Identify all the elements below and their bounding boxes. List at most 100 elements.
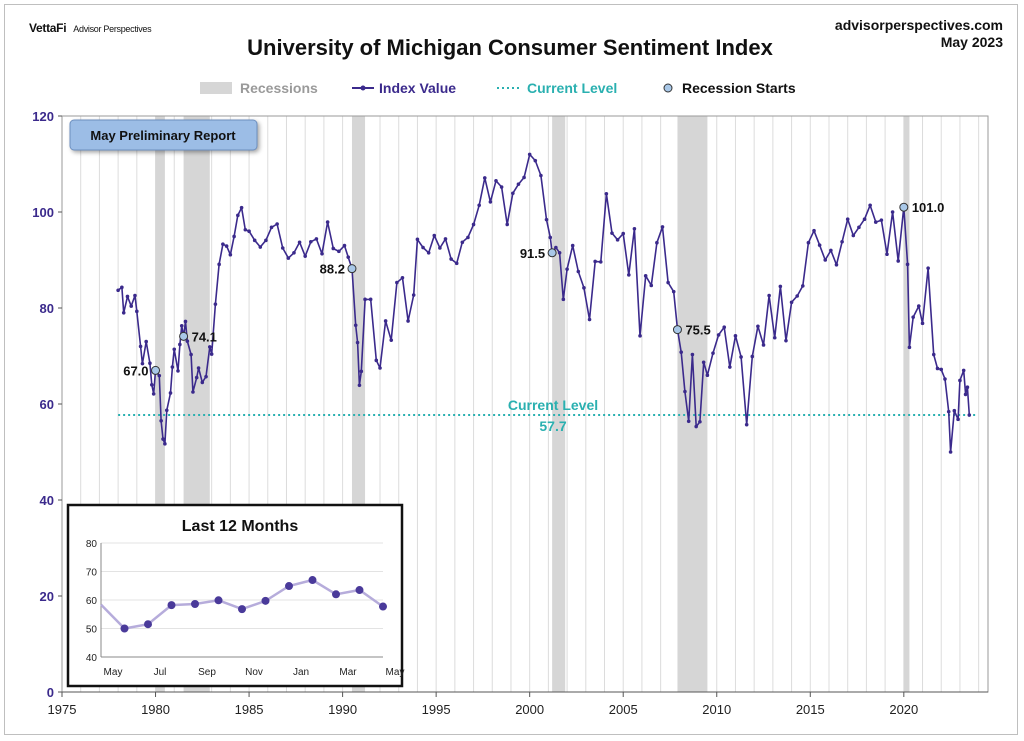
data-point	[750, 354, 755, 359]
data-point	[443, 237, 448, 241]
data-point	[494, 179, 498, 183]
data-point	[784, 338, 788, 343]
data-point	[482, 176, 487, 180]
data-point	[728, 365, 732, 369]
data-point	[189, 352, 193, 357]
data-point	[587, 317, 592, 322]
data-point	[939, 367, 944, 372]
data-point	[533, 158, 538, 163]
data-point	[129, 304, 134, 308]
data-point	[224, 244, 229, 248]
plot-area: 0 20 40 60 80 100 120 1975 1980 1985 1990 1995 2000 2…	[32, 109, 989, 717]
data-point	[121, 311, 126, 315]
data-point	[209, 352, 214, 356]
data-point	[378, 366, 382, 370]
data-point	[593, 259, 597, 264]
data-point	[744, 422, 749, 427]
data-point	[705, 373, 710, 378]
data-point	[649, 283, 654, 288]
data-point	[172, 347, 177, 352]
data-point	[943, 377, 947, 381]
data-point	[911, 315, 915, 319]
data-point	[931, 352, 936, 357]
data-point	[690, 352, 695, 357]
inset-data-point	[308, 576, 317, 585]
inset-data-point	[379, 602, 387, 611]
data-point	[561, 297, 566, 302]
recession-start-label: 67.0	[123, 363, 148, 378]
y-tick-label: 120	[32, 109, 54, 124]
data-point	[275, 222, 279, 226]
data-point	[438, 246, 442, 250]
inset-y-tick-label: 70	[86, 568, 98, 579]
data-point	[337, 249, 341, 254]
legend-swatch-index-dot	[360, 85, 366, 91]
x-tick-label: 2020	[889, 702, 918, 717]
data-point	[801, 284, 805, 288]
recession-start-label: 88.2	[320, 262, 345, 277]
recession-start-label: 74.1	[192, 329, 217, 344]
data-point	[834, 263, 839, 267]
data-point	[314, 237, 319, 241]
data-point	[722, 325, 727, 330]
data-point	[368, 297, 373, 302]
data-point	[516, 182, 521, 186]
data-point	[168, 391, 173, 395]
brand-logo-text: VettaFi	[29, 21, 67, 35]
data-point	[548, 235, 553, 240]
x-tick-label: 2010	[702, 702, 731, 717]
legend-label: Current Level	[527, 80, 617, 96]
data-point	[415, 237, 420, 242]
data-point	[615, 238, 620, 242]
data-point	[761, 343, 766, 347]
y-tick-label: 80	[40, 301, 54, 316]
recession-start-marker	[179, 331, 189, 341]
data-point	[217, 262, 221, 267]
data-point	[840, 239, 844, 244]
recession-start-marker	[347, 264, 357, 274]
inset-data-point	[120, 624, 129, 633]
data-point	[666, 280, 670, 285]
inset-data-point	[332, 590, 340, 599]
data-point	[353, 323, 358, 328]
recession-start-marker	[899, 202, 909, 212]
data-point	[125, 294, 130, 299]
data-point	[789, 300, 794, 305]
data-point	[679, 350, 684, 354]
inset-data-point	[285, 582, 293, 591]
y-tick-label: 0	[47, 685, 54, 700]
data-point	[320, 251, 324, 256]
data-point	[196, 366, 201, 370]
data-point	[948, 450, 953, 454]
data-point	[280, 246, 285, 250]
data-point	[303, 254, 307, 258]
data-point	[432, 233, 437, 238]
data-point	[406, 319, 410, 323]
data-point	[269, 225, 274, 230]
x-tick-label: 1990	[328, 702, 357, 717]
data-point	[191, 390, 195, 394]
data-point	[454, 261, 459, 266]
data-point	[207, 345, 212, 349]
x-tick-label: 2005	[609, 702, 638, 717]
data-point	[544, 217, 549, 222]
data-point	[243, 227, 248, 232]
inset-x-tick-label: Sep	[198, 667, 216, 678]
data-point	[488, 200, 493, 204]
data-point	[716, 333, 721, 337]
data-point	[660, 225, 665, 229]
data-point	[671, 289, 676, 294]
data-point	[149, 383, 154, 387]
data-point	[200, 380, 205, 385]
data-point	[286, 256, 291, 260]
data-point	[655, 240, 659, 245]
data-point	[806, 240, 811, 245]
legend-label: Recessions	[240, 80, 318, 96]
data-point	[161, 437, 165, 441]
data-point	[565, 267, 569, 271]
badge-label: May Preliminary Report	[90, 128, 236, 143]
data-point	[873, 220, 878, 224]
data-point	[148, 361, 152, 366]
data-point	[868, 203, 872, 208]
